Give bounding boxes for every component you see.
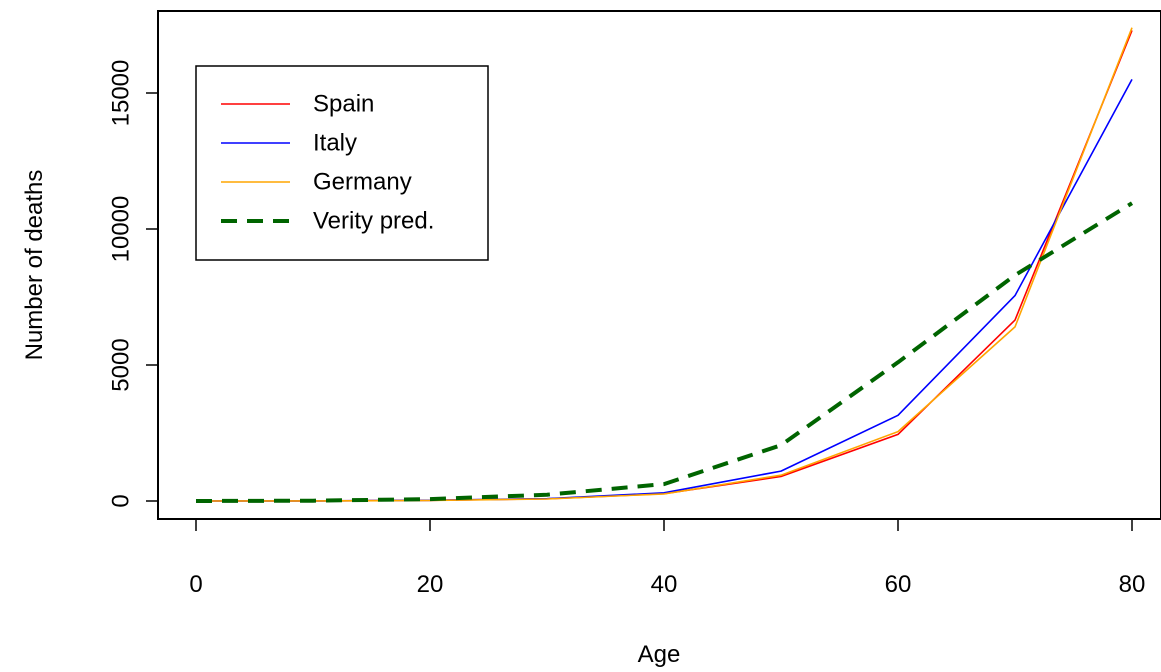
y-axis: 0 5000 10000 15000 — [107, 60, 159, 508]
series-layer — [195, 27, 1134, 503]
series-line-germany — [195, 27, 1133, 502]
legend-box — [195, 65, 489, 261]
y-tick-label: 0 — [107, 494, 134, 507]
x-tick-label: 60 — [885, 571, 912, 598]
y-tick-label: 10000 — [107, 196, 134, 263]
y-tick-label: 15000 — [107, 60, 134, 127]
x-tick-label: 0 — [189, 571, 202, 598]
legend: Spain Italy Germany Verity pred. — [195, 65, 489, 261]
y-axis-title: Number of deaths — [21, 170, 48, 361]
x-tick-label: 40 — [651, 571, 678, 598]
y-tick-label: 5000 — [107, 338, 134, 391]
legend-label: Italy — [313, 130, 357, 157]
series-line-verity-pred — [195, 201, 1134, 503]
x-tick-label: 80 — [1119, 571, 1146, 598]
x-tick-label: 20 — [417, 571, 444, 598]
x-axis: 0 20 40 60 80 — [189, 518, 1146, 598]
x-axis-title: Age — [638, 641, 681, 668]
legend-label: Verity pred. — [313, 208, 434, 235]
legend-label: Germany — [313, 169, 412, 196]
legend-label: Spain — [313, 91, 374, 118]
